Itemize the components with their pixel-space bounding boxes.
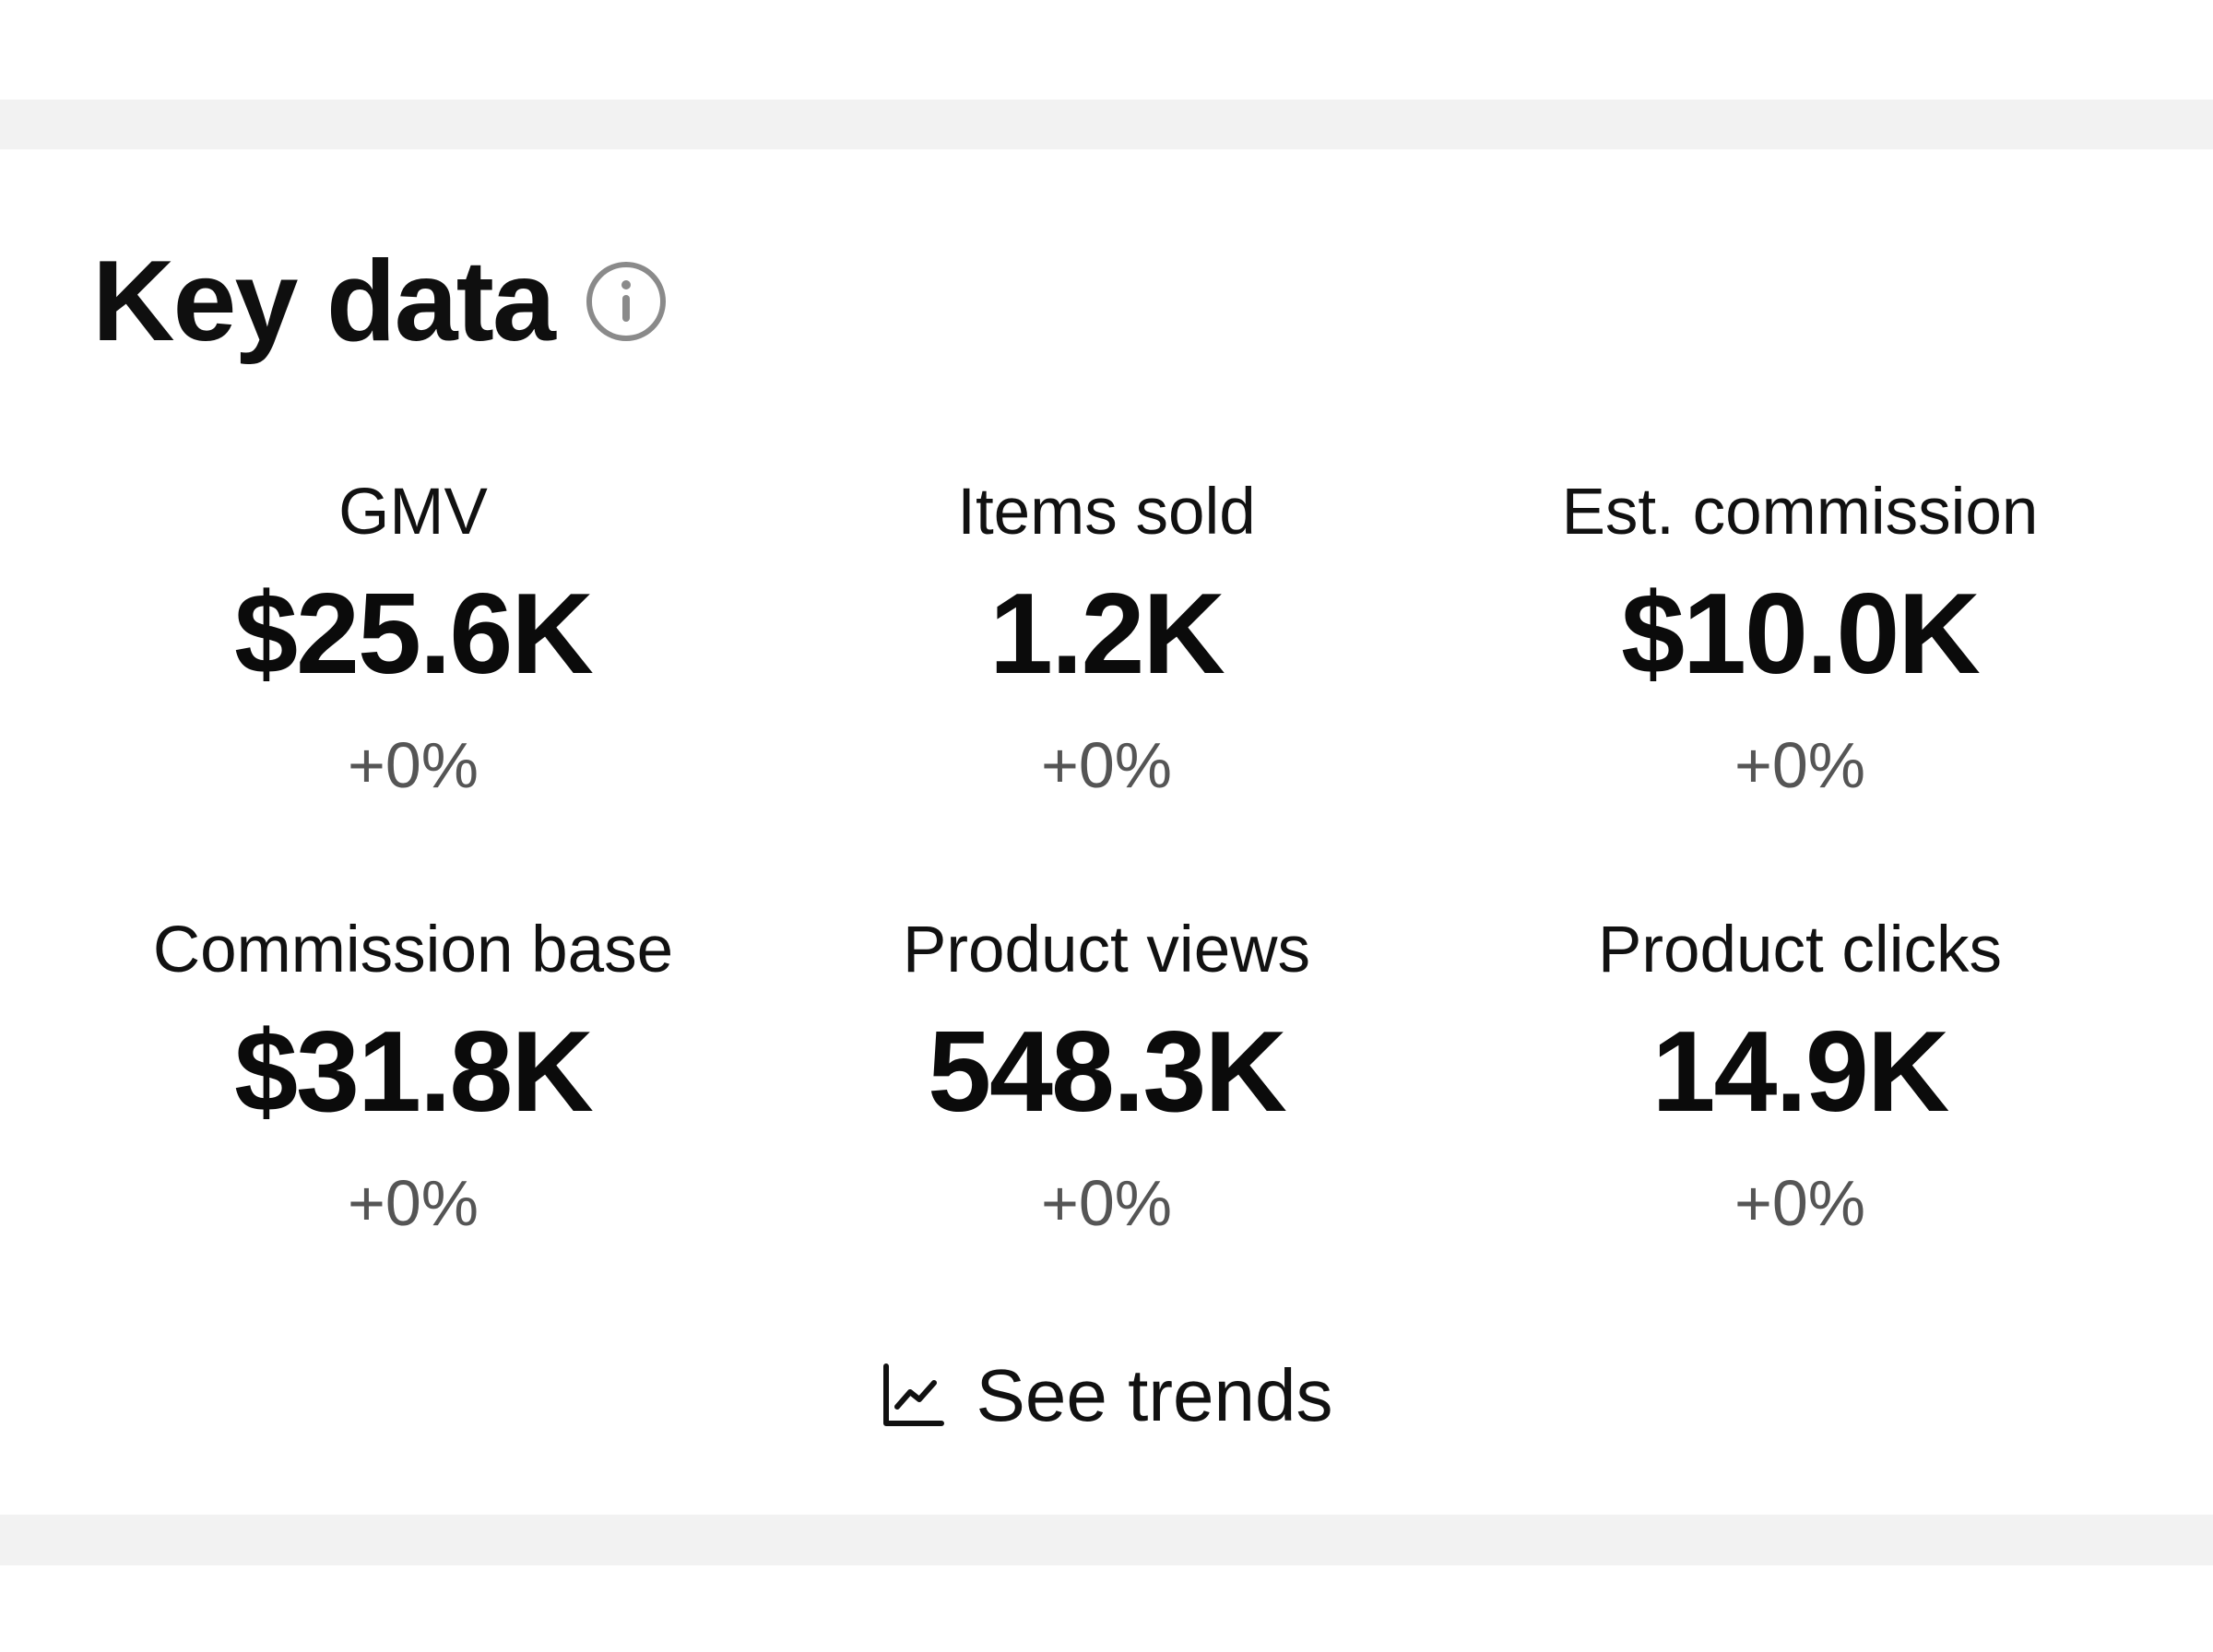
metric-gmv: GMV $25.6K +0%	[66, 470, 760, 802]
info-circle-icon[interactable]	[584, 259, 669, 344]
metric-value: 548.3K	[928, 1009, 1287, 1136]
see-trends-button[interactable]: See trends	[0, 1345, 2213, 1446]
metric-value: 1.2K	[989, 571, 1225, 698]
metric-change: +0%	[1734, 729, 1866, 801]
key-data-card: Key data GMV $25.6K +0% Items sold 1.2K …	[0, 149, 2213, 1515]
metric-value: 14.9K	[1651, 1009, 1950, 1136]
metric-value: $10.0K	[1621, 571, 1981, 698]
metric-est-commission: Est. commission $10.0K +0%	[1453, 470, 2147, 802]
metric-value: $31.8K	[234, 1009, 594, 1136]
metric-label: Product views	[903, 913, 1310, 986]
metric-commission-base: Commission base $31.8K +0%	[66, 908, 760, 1240]
metric-product-clicks: Product clicks 14.9K +0%	[1453, 908, 2147, 1240]
metric-product-views: Product views 548.3K +0%	[760, 908, 1453, 1240]
metric-label: GMV	[338, 475, 488, 549]
top-divider-band	[0, 100, 2213, 149]
bottom-divider-band	[0, 1515, 2213, 1565]
metric-label: Est. commission	[1561, 475, 2039, 549]
metric-change: +0%	[1734, 1167, 1866, 1239]
metric-change: +0%	[1040, 729, 1173, 801]
metric-change: +0%	[1040, 1167, 1173, 1239]
metric-change: +0%	[347, 729, 479, 801]
page-title: Key data	[92, 238, 556, 365]
metric-label: Items sold	[957, 475, 1256, 549]
line-chart-icon	[881, 1363, 945, 1429]
metric-label: Commission base	[152, 913, 674, 986]
card-header: Key data	[92, 242, 669, 361]
metric-items-sold: Items sold 1.2K +0%	[760, 470, 1453, 802]
metric-value: $25.6K	[234, 571, 594, 698]
metric-label: Product clicks	[1598, 913, 2002, 986]
metric-change: +0%	[347, 1167, 479, 1239]
see-trends-label: See trends	[976, 1354, 1333, 1436]
